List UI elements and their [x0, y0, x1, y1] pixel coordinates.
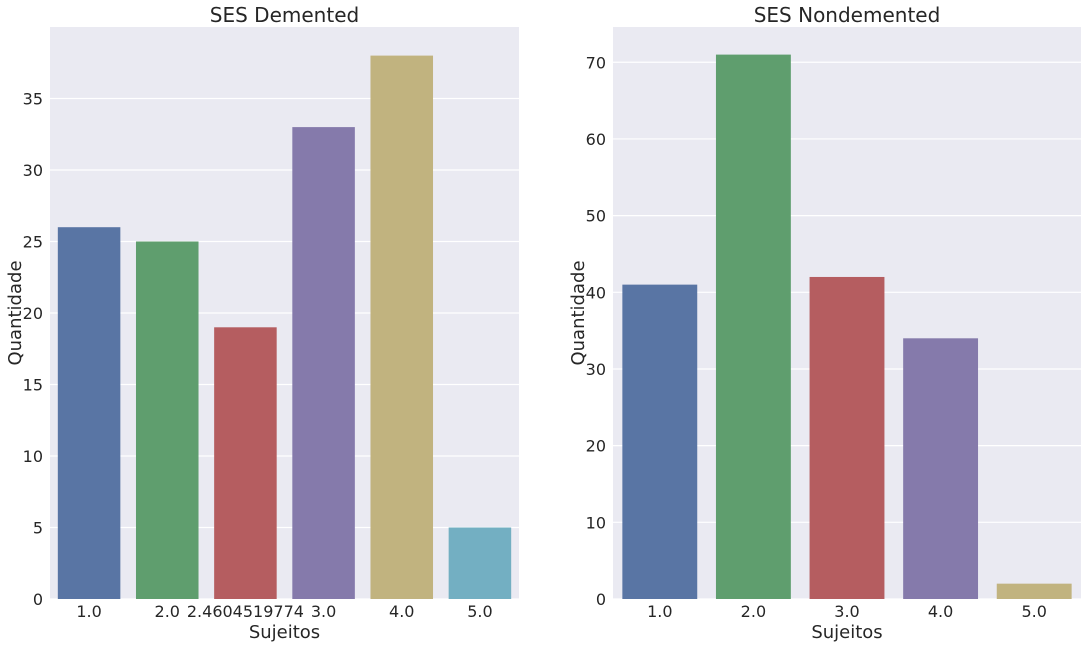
- bar: [903, 338, 979, 599]
- bar: [809, 276, 885, 599]
- x-tick-label: 5.0: [467, 602, 492, 621]
- x-tick-label: 5.0: [1021, 602, 1046, 621]
- x-tick-label: 4.0: [389, 602, 414, 621]
- y-axis-label: Quantidade: [5, 260, 26, 365]
- x-tick-label: 2.4604519774: [187, 602, 304, 621]
- bar: [292, 127, 355, 599]
- y-axis-label: Quantidade: [568, 260, 589, 365]
- bars: [57, 55, 512, 600]
- gridlines: [50, 97, 519, 600]
- y-tick-label: 40: [586, 283, 606, 302]
- x-tick-labels: 1.0 2.0 2.4604519774 3.0 4.0 5.0: [76, 602, 492, 621]
- bar: [57, 227, 121, 599]
- y-tick-label: 60: [586, 130, 606, 149]
- x-axis-label: Sujeitos: [249, 622, 320, 643]
- bar: [448, 527, 512, 599]
- x-tick-label: 2.0: [741, 602, 766, 621]
- x-tick-label: 4.0: [928, 602, 953, 621]
- x-tick-label: 3.0: [834, 602, 859, 621]
- y-tick-label: 5: [33, 519, 43, 538]
- y-tick-labels: 0 5 10 15 20 25 30 35: [23, 90, 43, 610]
- y-tick-label: 25: [23, 233, 43, 252]
- y-tick-label: 20: [23, 304, 43, 323]
- chart-panel-nondemented: 0 10 20 30 40 50 60 70 1.0 2.0 3.0 4.0 5.0 SES Nond…: [568, 3, 1081, 643]
- bar: [214, 327, 277, 599]
- chart-panel-demented: 0 5 10 15 20 25 30 35 1.0 2.0 2.4604519774 3.0 4.0 5…: [5, 3, 519, 643]
- y-tick-label: 30: [23, 161, 43, 180]
- x-tick-label: 1.0: [647, 602, 672, 621]
- y-tick-label: 70: [586, 53, 606, 72]
- y-tick-label: 35: [23, 90, 43, 109]
- bar: [996, 583, 1072, 599]
- y-tick-label: 10: [586, 513, 606, 532]
- bar: [622, 284, 698, 599]
- y-tick-label: 0: [596, 590, 606, 609]
- bar: [135, 241, 199, 599]
- y-tick-label: 15: [23, 376, 43, 395]
- x-tick-label: 2.0: [155, 602, 180, 621]
- y-tick-label: 10: [23, 447, 43, 466]
- y-tick-label: 20: [586, 437, 606, 456]
- x-tick-label: 1.0: [76, 602, 101, 621]
- x-tick-label: 3.0: [311, 602, 336, 621]
- y-tick-labels: 0 10 20 30 40 50 60 70: [586, 53, 606, 609]
- x-axis-label: Sujeitos: [811, 622, 882, 643]
- bars: [622, 54, 1072, 600]
- chart-title: SES Nondemented: [754, 3, 941, 27]
- x-tick-labels: 1.0 2.0 3.0 4.0 5.0: [647, 602, 1047, 621]
- bar: [370, 55, 434, 600]
- chart-title: SES Demented: [210, 3, 359, 27]
- y-tick-label: 30: [586, 360, 606, 379]
- y-tick-label: 50: [586, 207, 606, 226]
- y-tick-label: 0: [33, 590, 43, 609]
- bar: [715, 54, 791, 600]
